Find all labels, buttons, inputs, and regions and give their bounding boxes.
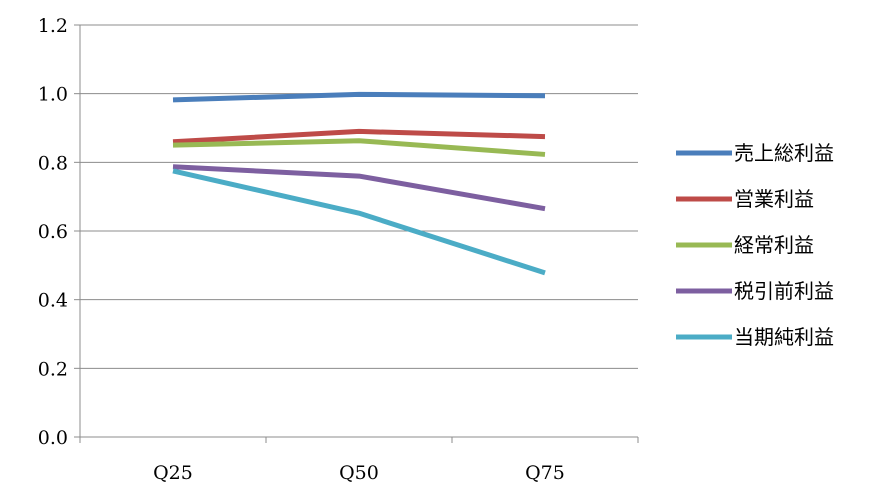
y-tick-label: 0.8: [38, 152, 68, 174]
y-tick-label: 1.2: [38, 15, 68, 37]
y-tick-labels: 0.0 0.2 0.4 0.6 0.8 1.0 1.2: [38, 15, 68, 449]
legend-label: 売上総利益: [734, 141, 834, 165]
x-tick-label: Q50: [339, 462, 379, 484]
legend-label: 当期純利益: [734, 325, 834, 349]
series-line: [172, 164, 546, 212]
axes: [74, 24, 639, 443]
legend-label: 税引前利益: [734, 279, 834, 303]
y-tick-label: 0.6: [38, 221, 68, 243]
series-line: [172, 168, 546, 276]
series-line: [172, 91, 546, 103]
legend-label: 経常利益: [734, 233, 814, 257]
y-tick-label: 0.2: [38, 358, 68, 380]
y-tick-label: 1.0: [38, 84, 68, 106]
series-lines: [172, 91, 546, 276]
x-tick-label: Q25: [153, 462, 193, 484]
grid-lines: [80, 24, 638, 369]
series-line: [172, 138, 546, 157]
x-tick-label: Q75: [525, 462, 565, 484]
legend-label: 営業利益: [734, 187, 814, 211]
series-line: [172, 128, 546, 145]
y-tick-label: 0.0: [38, 427, 68, 449]
x-tick-labels: Q25 Q50 Q75: [153, 462, 565, 484]
y-tick-label: 0.4: [38, 290, 68, 312]
